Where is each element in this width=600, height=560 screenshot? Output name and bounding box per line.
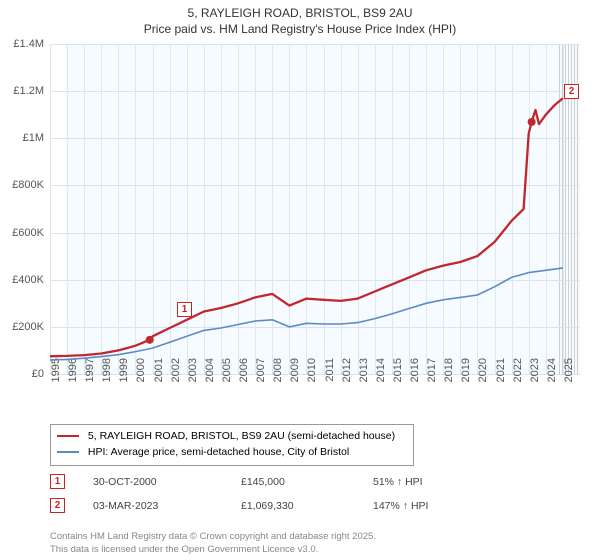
sale-date: 03-MAR-2023 — [93, 500, 241, 512]
sale-date: 30-OCT-2000 — [93, 476, 241, 488]
footer-line-1: Contains HM Land Registry data © Crown c… — [50, 531, 376, 543]
sale-delta: 51% ↑ HPI — [373, 476, 473, 488]
footer: Contains HM Land Registry data © Crown c… — [50, 531, 376, 556]
sale-marker: 1 — [177, 302, 192, 317]
footer-line-2: This data is licensed under the Open Gov… — [50, 544, 376, 556]
sale-row: 1 30-OCT-2000 £145,000 51% ↑ HPI — [50, 474, 473, 489]
title-block: 5, RAYLEIGH ROAD, BRISTOL, BS9 2AU Price… — [0, 0, 600, 37]
y-axis-label: £800K — [12, 179, 44, 191]
legend-label: 5, RAYLEIGH ROAD, BRISTOL, BS9 2AU (semi… — [88, 430, 395, 442]
sale-price: £1,069,330 — [241, 500, 373, 512]
series-line — [50, 268, 563, 360]
y-axis-label: £1.4M — [13, 38, 44, 50]
legend: 5, RAYLEIGH ROAD, BRISTOL, BS9 2AU (semi… — [50, 424, 414, 466]
line-layer — [50, 44, 580, 374]
title-line-1: 5, RAYLEIGH ROAD, BRISTOL, BS9 2AU — [0, 6, 600, 22]
sale-delta: 147% ↑ HPI — [373, 500, 473, 512]
sale-marker: 2 — [564, 84, 579, 99]
y-axis-label: £1.2M — [13, 85, 44, 97]
series-line — [50, 98, 563, 356]
y-axis-label: £0 — [32, 368, 44, 380]
chart-container: 5, RAYLEIGH ROAD, BRISTOL, BS9 2AU Price… — [0, 0, 600, 560]
legend-item: HPI: Average price, semi-detached house,… — [57, 445, 407, 461]
sale-dot — [528, 118, 536, 126]
y-axis-label: £400K — [12, 274, 44, 286]
sale-dot — [146, 336, 154, 344]
legend-item: 5, RAYLEIGH ROAD, BRISTOL, BS9 2AU (semi… — [57, 429, 407, 445]
y-axis-label: £200K — [12, 321, 44, 333]
sale-marker: 2 — [50, 498, 65, 513]
y-axis-label: £1M — [23, 132, 44, 144]
legend-swatch — [57, 435, 79, 438]
sale-price: £145,000 — [241, 476, 373, 488]
sale-row: 2 03-MAR-2023 £1,069,330 147% ↑ HPI — [50, 498, 473, 513]
y-axis-label: £600K — [12, 227, 44, 239]
sale-marker: 1 — [50, 474, 65, 489]
chart-area: £0£200K£400K£600K£800K£1M£1.2M£1.4M 1995… — [50, 44, 580, 374]
legend-swatch — [57, 451, 79, 453]
title-line-2: Price paid vs. HM Land Registry's House … — [0, 22, 600, 38]
legend-label: HPI: Average price, semi-detached house,… — [88, 446, 349, 458]
